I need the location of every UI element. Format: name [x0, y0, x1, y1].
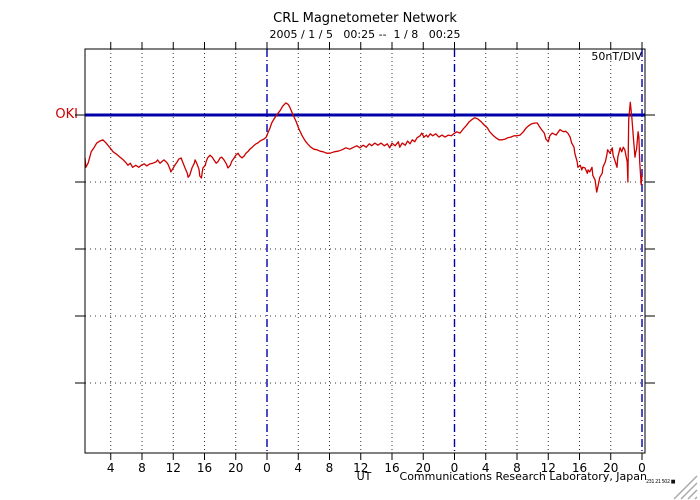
x-axis-unit-label: UT — [356, 470, 372, 483]
x-tick-label: 16 — [197, 461, 212, 475]
time-range-subtitle: 2005 / 1 / 5 00:25 -- 1 / 8 00:25 — [269, 28, 461, 41]
x-tick-label: 20 — [416, 461, 431, 475]
x-tick-label: 0 — [638, 461, 646, 475]
x-tick-label: 0 — [451, 461, 459, 475]
credit-text: Communications Research Laboratory, Japa… — [399, 470, 647, 483]
x-tick-label: 16 — [384, 461, 399, 475]
scale-per-division-label: 50nT/DIV — [591, 50, 642, 63]
x-tick-label: 12 — [541, 461, 556, 475]
station-label-oki: OKI — [55, 107, 78, 122]
x-tick-label: 8 — [513, 461, 521, 475]
x-tick-label: 4 — [107, 461, 115, 475]
x-tick-label: 4 — [294, 461, 302, 475]
x-tick-label: 8 — [138, 461, 146, 475]
magnetometer-trace — [84, 101, 643, 193]
x-tick-label: 20 — [228, 461, 243, 475]
x-tick-label: 20 — [603, 461, 618, 475]
x-tick-label: 12 — [353, 461, 368, 475]
x-tick-label: 4 — [482, 461, 490, 475]
fineprint-text: 231 21 502 ■ — [646, 479, 675, 485]
x-tick-label: 12 — [166, 461, 181, 475]
page-title: CRL Magnetometer Network — [273, 11, 457, 26]
x-tick-label: 16 — [572, 461, 587, 475]
x-tick-label: 8 — [326, 461, 334, 475]
plot-frame — [84, 48, 646, 454]
x-tick-label: 0 — [263, 461, 271, 475]
